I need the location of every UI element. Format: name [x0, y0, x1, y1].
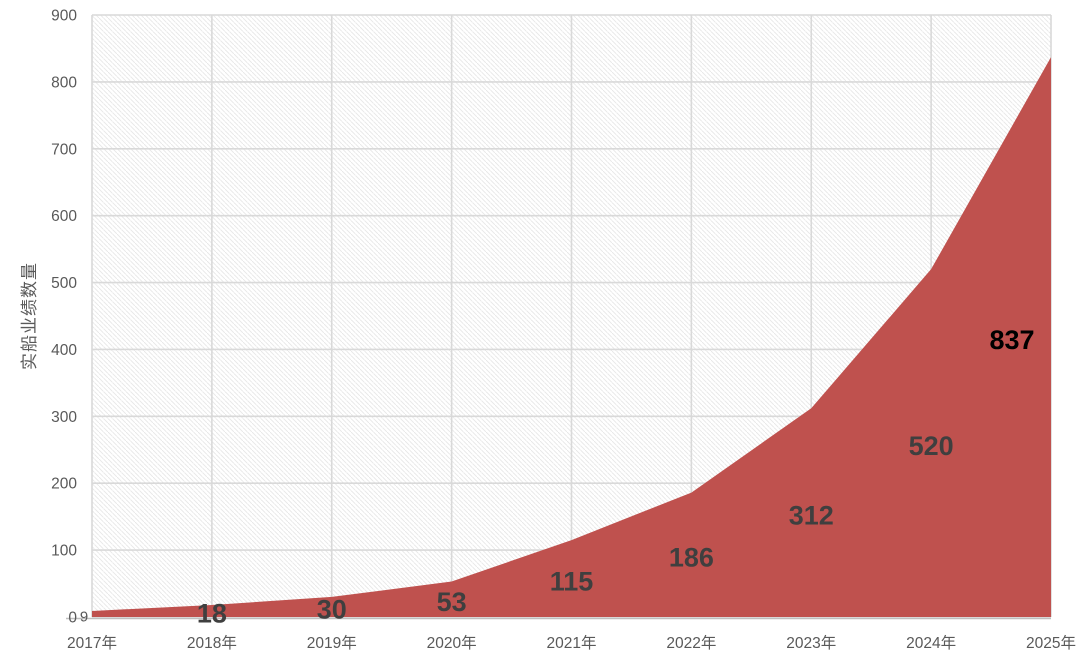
y-tick-label: 700 — [51, 141, 77, 158]
y-tick-label: 200 — [51, 476, 77, 493]
data-label: 30 — [317, 595, 347, 625]
y-tick-label: 100 — [51, 543, 77, 560]
y-tick-label: 800 — [51, 74, 77, 91]
x-tick-label: 2019年 — [307, 634, 357, 652]
x-tick-label: 2023年 — [786, 634, 836, 652]
x-tick-label: 2021年 — [547, 634, 597, 652]
data-label: 186 — [669, 543, 714, 573]
x-tick-label: 2017年 — [67, 634, 117, 652]
data-label: 18 — [197, 599, 227, 629]
y-tick-label: 600 — [51, 208, 77, 225]
data-label: 115 — [550, 566, 594, 596]
x-tick-label: 2022年 — [666, 634, 716, 652]
y-tick-label: 400 — [51, 342, 77, 359]
y-tick-label: 500 — [51, 275, 77, 292]
x-tick-label: 2020年 — [427, 634, 477, 652]
data-label: 837 — [989, 325, 1034, 355]
data-label: 9 — [80, 608, 88, 625]
y-tick-label: 900 — [51, 8, 77, 25]
data-label: 520 — [909, 431, 954, 461]
y-tick-label: 300 — [51, 409, 77, 426]
y-tick-label: 0 — [68, 610, 77, 627]
x-tick-label: 2024年 — [906, 634, 956, 652]
data-label: 53 — [437, 587, 467, 617]
x-tick-label: 2018年 — [187, 634, 237, 652]
data-label: 312 — [789, 500, 834, 530]
x-tick-label: 2025年 — [1026, 634, 1076, 652]
area-series — [92, 57, 1051, 617]
